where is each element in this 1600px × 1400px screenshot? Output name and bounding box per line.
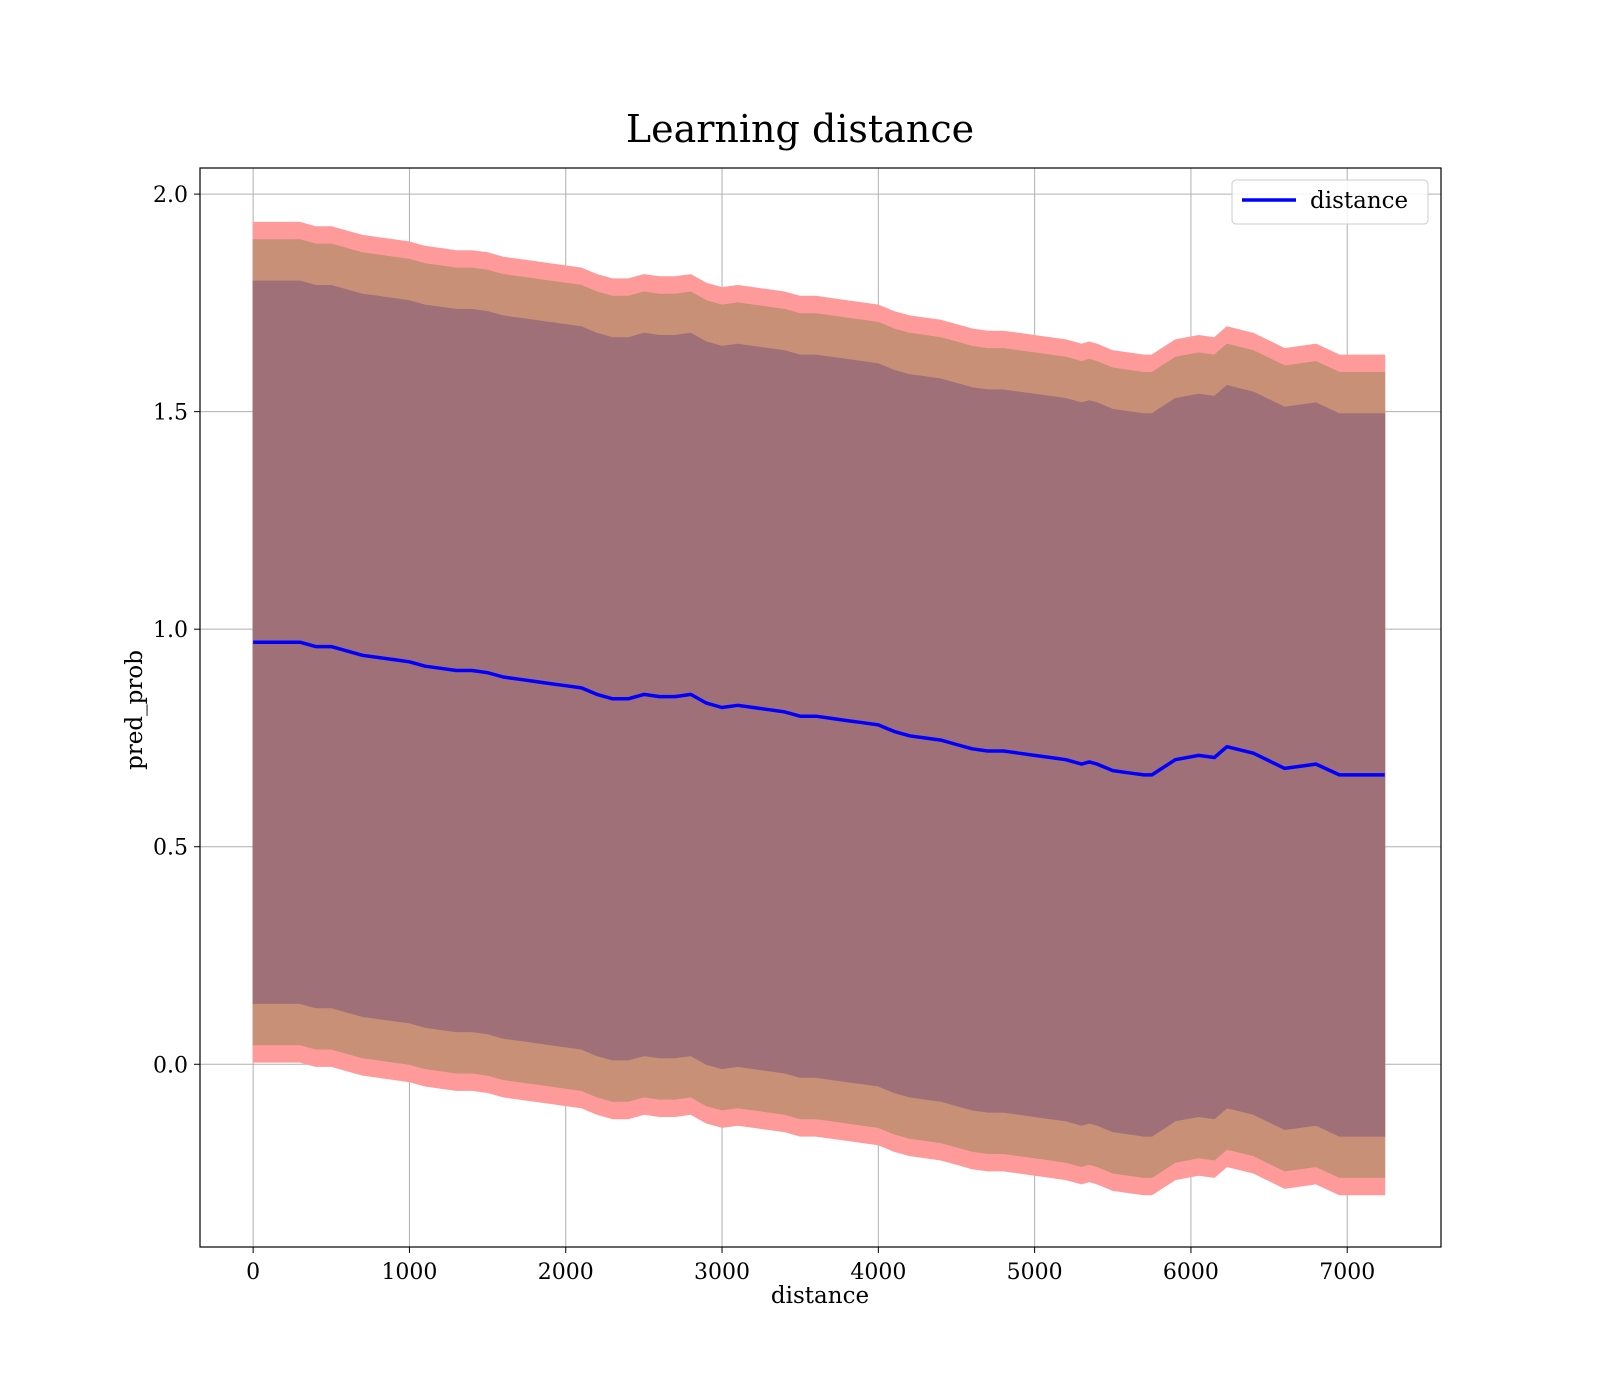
x-tick-label: 0 <box>246 1260 260 1285</box>
y-tick-label: 0.5 <box>153 836 188 861</box>
legend-label-distance: distance <box>1310 188 1408 214</box>
x-tick-label: 4000 <box>850 1260 906 1285</box>
confidence-bands <box>252 221 1386 1196</box>
y-tick-label: 1.5 <box>153 401 188 426</box>
chart-title: Learning distance <box>626 107 974 151</box>
x-tick-label: 1000 <box>381 1260 437 1285</box>
band-inner <box>252 280 1386 1137</box>
legend-box <box>1231 179 1429 225</box>
x-tick-label: 2000 <box>538 1260 594 1285</box>
plot-frame <box>199 167 1442 1248</box>
x-tick-label: 5000 <box>1007 1260 1063 1285</box>
x-tick-label: 7000 <box>1319 1260 1375 1285</box>
axis-ticks: 0 1000 2000 3000 4000 5000 6000 7000 0.0 0.5 1.0 1.… <box>153 183 1375 1285</box>
x-tick-label: 3000 <box>694 1260 750 1285</box>
y-axis-label: pred_prob <box>122 650 148 770</box>
series-line-distance <box>253 640 1385 777</box>
x-axis-label: distance <box>771 1283 869 1309</box>
x-tick-label: 6000 <box>1163 1260 1219 1285</box>
y-tick-label: 1.0 <box>153 618 188 643</box>
legend: distance <box>1231 179 1429 225</box>
y-tick-label: 2.0 <box>153 183 188 208</box>
series-lines <box>253 640 1385 777</box>
y-tick-label: 0.0 <box>153 1053 188 1078</box>
